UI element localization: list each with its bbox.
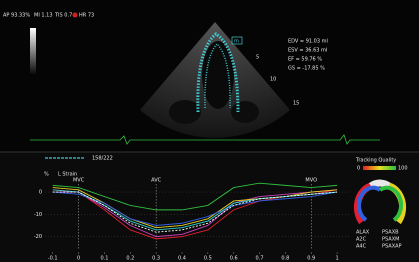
frame-counter: 158/222: [92, 156, 113, 162]
x-tick-label: 0.8: [281, 256, 289, 262]
depth-label: 15: [293, 101, 299, 107]
gray-scale-bar: [30, 28, 36, 76]
view-label: A2C: [356, 237, 367, 243]
view-label: A4C: [356, 244, 367, 250]
x-tick-label: 0.6: [230, 256, 238, 262]
x-tick-label: 1: [335, 256, 338, 262]
y-tick-label: -20: [34, 234, 42, 240]
y-tick-label: 0: [39, 190, 42, 196]
x-tick-label: 0.9: [307, 256, 315, 262]
x-tick-label: 0.2: [126, 256, 134, 262]
x-tick-label: 0: [77, 256, 80, 262]
tracking-gradient: [363, 166, 396, 170]
tracking-min: 0: [357, 166, 360, 172]
y-unit: %: [44, 172, 49, 178]
page: AP 93.33% MI 1.13 TIS 0.7 HR 73 m 5 10 1…: [0, 0, 419, 262]
view-label: PSAXB: [382, 230, 399, 236]
mi-label: MI 1.13: [34, 13, 53, 19]
tracking-title: Tracking Quality: [355, 158, 396, 164]
measurement: ESV = 36.63 ml: [288, 48, 327, 54]
ap-label: AP 93.33%: [3, 13, 30, 19]
atrium-cavity: [169, 100, 201, 124]
view-label: PSAXM: [382, 237, 399, 243]
hr-label: HR 73: [79, 13, 94, 19]
depth-label: 10: [270, 77, 276, 83]
tis-label: TIS 0.7: [54, 13, 72, 19]
depth-label: 5: [256, 55, 259, 61]
measurement: EDV = 91.03 ml: [288, 39, 328, 45]
view-label: ALAX: [356, 230, 370, 236]
screen: AP 93.33% MI 1.13 TIS 0.7 HR 73 m 5 10 1…: [0, 0, 419, 262]
x-tick-label: 0.3: [152, 256, 160, 262]
x-tick-label: 0.5: [204, 256, 212, 262]
image-label: m: [234, 39, 239, 45]
heart-icon: [73, 13, 78, 18]
x-tick-label: 0.1: [100, 256, 108, 262]
x-tick-label: 0.4: [178, 256, 186, 262]
event-label: MVO: [305, 178, 317, 184]
tracking-max: 100: [398, 166, 408, 172]
y-tick-label: -10: [34, 212, 42, 218]
event-label: MVC: [73, 178, 85, 184]
measurement: EF = 59.76 %: [288, 57, 322, 63]
measurement: GS = -17.85 %: [288, 66, 325, 72]
atrium-cavity: [231, 101, 259, 123]
event-label: AVC: [151, 178, 162, 184]
view-label: PSAXAP: [382, 244, 402, 250]
x-tick-label: 0.7: [256, 256, 264, 262]
x-tick-label: -0.1: [48, 256, 58, 262]
